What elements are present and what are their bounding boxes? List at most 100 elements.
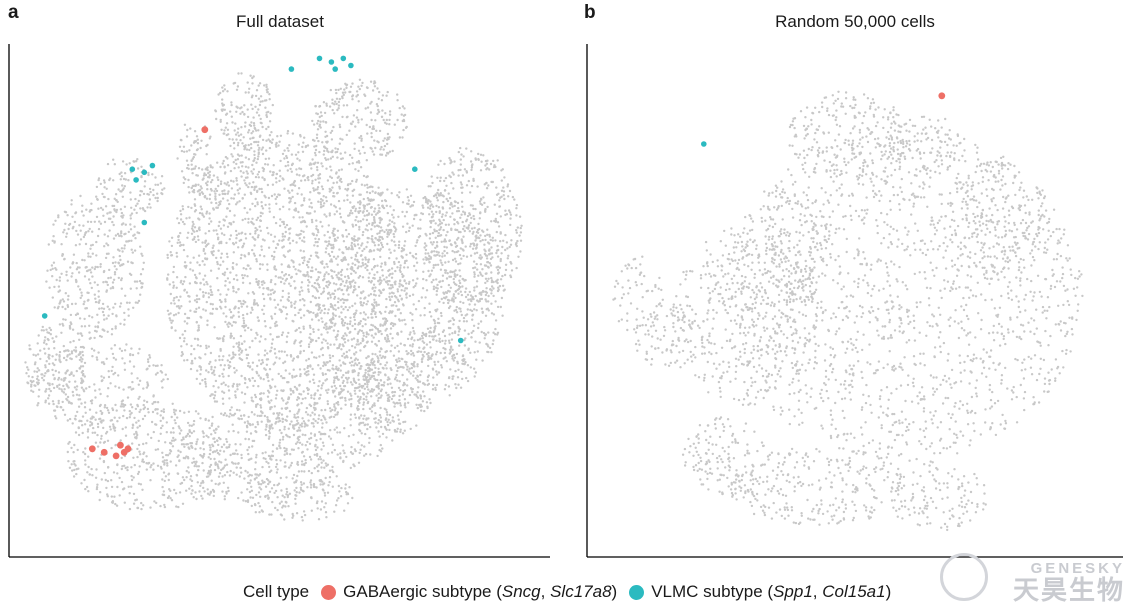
background-cell-point bbox=[354, 219, 357, 222]
background-cell-point bbox=[472, 266, 475, 270]
background-cell-point bbox=[318, 105, 321, 108]
background-cell-point bbox=[379, 323, 382, 326]
background-cell-point bbox=[240, 374, 243, 378]
background-cell-point bbox=[482, 331, 486, 335]
background-cell-point bbox=[297, 311, 300, 315]
background-cell-point bbox=[320, 185, 324, 188]
background-cell-point bbox=[318, 177, 322, 180]
background-cell-point bbox=[271, 183, 275, 186]
background-cell-point bbox=[336, 330, 340, 333]
background-cell-point bbox=[352, 237, 355, 241]
background-cell-point bbox=[339, 177, 342, 181]
background-cell-point bbox=[254, 395, 258, 399]
background-cell-point bbox=[243, 340, 246, 343]
background-cell-point bbox=[218, 358, 221, 362]
background-cell-point bbox=[63, 388, 66, 391]
background-cell-point bbox=[357, 323, 360, 326]
background-cell-point bbox=[349, 320, 352, 323]
background-cell-point bbox=[243, 255, 247, 258]
background-cell-point bbox=[358, 225, 361, 229]
background-cell-point bbox=[323, 266, 326, 269]
background-cell-point bbox=[69, 341, 72, 344]
background-cell-point bbox=[447, 283, 451, 287]
background-cell-point bbox=[207, 242, 210, 245]
background-cell-point bbox=[372, 283, 376, 286]
background-cell-point bbox=[257, 114, 261, 117]
background-cell-point bbox=[28, 347, 31, 351]
background-cell-point bbox=[443, 342, 447, 345]
background-cell-point bbox=[411, 343, 415, 346]
background-cell-point bbox=[146, 367, 149, 370]
background-cell-point bbox=[354, 168, 357, 171]
background-cell-point bbox=[222, 159, 225, 163]
background-cell-point bbox=[295, 272, 298, 276]
background-cell-point bbox=[42, 329, 45, 332]
background-cell-point bbox=[327, 347, 330, 350]
background-cell-point bbox=[383, 199, 387, 202]
background-cell-point bbox=[453, 356, 457, 359]
background-cell-point bbox=[289, 227, 292, 230]
background-cell-point bbox=[223, 182, 226, 185]
background-cell-point bbox=[336, 400, 340, 404]
background-cell-point bbox=[103, 406, 107, 409]
background-cell-point bbox=[474, 371, 477, 374]
background-cell-point bbox=[322, 414, 325, 418]
background-cell-point bbox=[89, 220, 93, 224]
background-cell-point bbox=[118, 494, 121, 497]
background-cell-point bbox=[487, 300, 490, 303]
background-cell-point bbox=[221, 197, 225, 200]
background-cell-point bbox=[357, 169, 360, 173]
background-cell-point bbox=[485, 291, 489, 294]
background-cell-point bbox=[102, 281, 105, 284]
background-cell-point bbox=[170, 321, 173, 324]
background-cell-point bbox=[364, 228, 367, 231]
background-cell-point bbox=[69, 313, 73, 317]
background-cell-point bbox=[313, 210, 316, 213]
background-cell-point bbox=[361, 249, 364, 253]
background-cell-point bbox=[333, 213, 336, 216]
background-cell-point bbox=[432, 287, 436, 291]
background-cell-point bbox=[61, 322, 64, 326]
background-cell-point bbox=[382, 148, 385, 151]
background-cell-point bbox=[202, 295, 205, 298]
background-cell-point bbox=[237, 288, 240, 291]
background-cell-point bbox=[314, 287, 318, 290]
background-cell-point bbox=[488, 262, 491, 265]
background-cell-point bbox=[370, 340, 374, 343]
background-cell-point bbox=[190, 168, 193, 171]
background-cell-point bbox=[259, 95, 263, 98]
background-cell-point bbox=[80, 386, 84, 389]
background-cell-point bbox=[254, 94, 258, 98]
background-cell-point bbox=[329, 343, 332, 346]
background-cell-point bbox=[370, 205, 373, 209]
background-cell-point bbox=[252, 384, 255, 388]
background-cell-point bbox=[366, 385, 369, 389]
background-cell-point bbox=[183, 150, 186, 153]
background-cell-point bbox=[314, 268, 318, 271]
background-cell-point bbox=[329, 293, 332, 297]
background-cell-point bbox=[95, 254, 98, 257]
background-cell-point bbox=[462, 316, 466, 320]
background-cell-point bbox=[187, 167, 190, 170]
background-cell-point bbox=[356, 239, 359, 242]
background-cell-point bbox=[194, 276, 198, 279]
background-cell-point bbox=[471, 232, 474, 235]
background-cell-point bbox=[37, 381, 40, 385]
background-cell-point bbox=[345, 281, 348, 284]
background-cell-point bbox=[276, 242, 279, 246]
background-cell-point bbox=[295, 328, 298, 331]
background-cell-point bbox=[178, 336, 182, 340]
background-cell-point bbox=[341, 138, 344, 141]
background-cell-point bbox=[290, 153, 294, 156]
background-cell-point bbox=[466, 293, 470, 296]
background-cell-point bbox=[269, 293, 273, 296]
background-cell-point bbox=[249, 232, 252, 236]
background-cell-point bbox=[412, 217, 416, 221]
background-cell-point bbox=[87, 255, 90, 258]
background-cell-point bbox=[306, 364, 310, 368]
background-cell-point bbox=[324, 251, 327, 254]
background-cell-point bbox=[332, 125, 335, 129]
background-cell-point bbox=[71, 261, 75, 264]
background-cell-point bbox=[256, 201, 259, 204]
background-cell-point bbox=[81, 415, 85, 418]
